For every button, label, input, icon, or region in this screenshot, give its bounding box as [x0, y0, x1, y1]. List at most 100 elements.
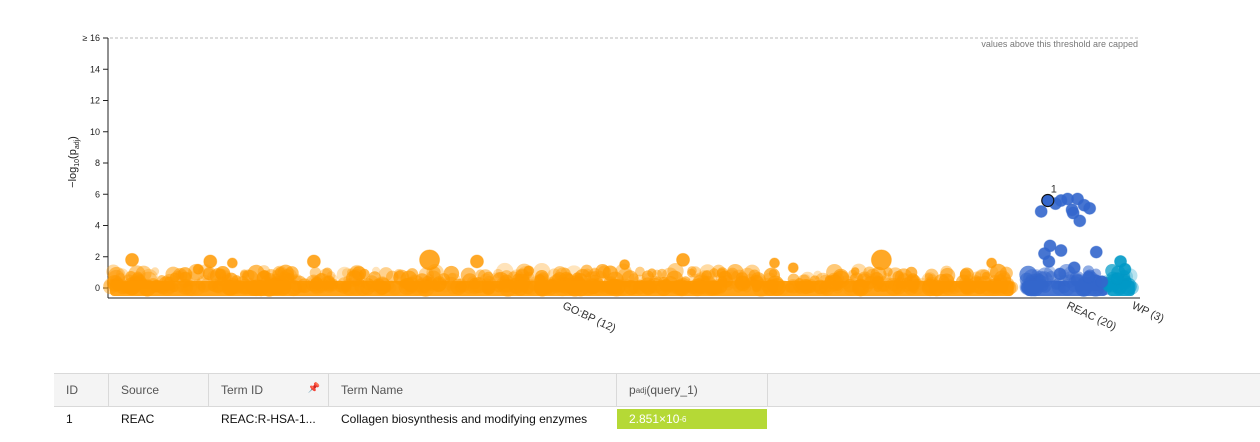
term-dot — [826, 263, 843, 281]
y-tick-label: 4 — [95, 221, 100, 231]
term-dot[interactable] — [1083, 201, 1097, 215]
term-dot — [924, 268, 939, 283]
y-axis-label: −log10(padj) — [67, 136, 81, 188]
padj-mantissa: 2.851×10 — [629, 412, 680, 426]
term-dot[interactable] — [469, 254, 484, 269]
term-dot — [981, 271, 991, 280]
term-dot[interactable] — [523, 265, 535, 277]
term-dot — [336, 266, 353, 283]
highlighted-term-dot[interactable] — [1041, 193, 1055, 208]
term-dot — [687, 266, 697, 276]
padj-value-box: 2.851×10 -6 — [617, 409, 767, 429]
row-term-name: Collagen biosynthesis and modifying enzy… — [341, 412, 588, 426]
term-dot — [1045, 271, 1057, 283]
term-dot — [629, 273, 639, 283]
term-dot — [580, 264, 593, 278]
svg-text:−log10(padj): −log10(padj) — [67, 136, 81, 188]
padj-exponent: -6 — [679, 414, 687, 424]
source-band — [1107, 280, 1135, 296]
term-dot[interactable] — [306, 254, 321, 269]
header-term-name[interactable]: Term Name — [329, 374, 617, 406]
term-dot — [448, 272, 457, 282]
term-dot — [106, 264, 121, 279]
source-band — [110, 280, 1014, 296]
row-id: 1 — [66, 412, 73, 426]
term-dot — [277, 264, 294, 282]
table-header: ID Source Term ID 📌 Term Name p adj (quer… — [54, 374, 1260, 407]
term-dot — [709, 268, 719, 278]
term-dot[interactable] — [1042, 254, 1056, 268]
term-dot[interactable] — [787, 262, 799, 274]
term-dot[interactable] — [1073, 214, 1087, 228]
term-dot[interactable] — [1110, 272, 1124, 286]
term-dot[interactable] — [1053, 267, 1067, 281]
term-dot[interactable] — [203, 254, 218, 269]
term-dot[interactable] — [1118, 262, 1132, 276]
term-dot[interactable] — [1054, 244, 1068, 257]
row-padj: 2.851×10 -6 — [617, 407, 768, 431]
term-dot[interactable] — [1082, 270, 1096, 284]
y-tick-label: 14 — [90, 64, 100, 74]
term-dot — [165, 266, 181, 283]
term-dot[interactable] — [1095, 275, 1109, 289]
term-dot — [547, 268, 561, 282]
term-dot — [359, 268, 370, 280]
term-dot — [425, 274, 435, 283]
data-points: 1 — [125, 184, 1132, 289]
term-dot[interactable] — [619, 259, 631, 271]
term-dot — [202, 268, 215, 281]
term-dot — [326, 271, 336, 281]
term-dot[interactable] — [1066, 206, 1080, 220]
term-dot — [108, 266, 124, 283]
term-dot — [657, 268, 667, 279]
term-dot — [221, 272, 233, 284]
term-dot — [1019, 265, 1038, 284]
header-source[interactable]: Source — [109, 374, 209, 406]
term-dot[interactable] — [1067, 261, 1081, 275]
term-dot — [493, 268, 503, 279]
term-dot[interactable] — [1089, 245, 1103, 259]
term-dot — [151, 267, 160, 276]
term-dot — [560, 267, 571, 278]
term-dot — [940, 265, 953, 279]
source-label: WP (3) — [1130, 300, 1166, 325]
header-padj-p: p — [629, 383, 636, 397]
y-tick-label: 10 — [90, 127, 100, 137]
term-dot — [745, 273, 755, 283]
header-term-id[interactable]: Term ID 📌 — [209, 374, 329, 406]
term-dot — [207, 270, 221, 284]
table-row[interactable]: 1 REAC REAC:R-HSA-1... Collagen biosynth… — [54, 407, 1260, 431]
term-dot[interactable] — [1034, 204, 1048, 218]
cap-threshold-note: values above this threshold are capped — [981, 39, 1138, 49]
y-tick-label: 8 — [95, 158, 100, 168]
highlighted-term-label: 1 — [1051, 184, 1057, 196]
source-label: REAC (20) — [1065, 300, 1118, 333]
term-dot[interactable] — [768, 257, 780, 269]
header-padj[interactable]: p adj (query_1) — [617, 374, 768, 406]
header-id[interactable]: ID — [54, 374, 109, 406]
term-dot — [552, 266, 567, 281]
y-tick-label: 12 — [90, 96, 100, 106]
term-dot[interactable] — [125, 252, 140, 267]
term-dot[interactable] — [226, 257, 238, 269]
term-dot[interactable] — [192, 263, 204, 275]
term-dot[interactable] — [419, 249, 441, 271]
header-padj-query: (query_1) — [646, 383, 698, 397]
term-dot — [641, 270, 654, 283]
term-dot — [482, 271, 494, 283]
pin-icon[interactable]: 📌 — [307, 383, 320, 394]
manhattan-plot: 0 2 4 6 8 10 12 14 ≥ 16 values above this thresh… — [67, 33, 1166, 335]
term-dot — [851, 267, 860, 276]
term-dot[interactable] — [676, 252, 691, 267]
term-dot[interactable] — [870, 249, 892, 271]
term-dot — [177, 267, 193, 282]
y-tick-label: 0 — [95, 283, 100, 293]
term-dot — [651, 269, 663, 280]
source-band — [1024, 280, 1108, 296]
background-dots — [102, 262, 1139, 297]
term-dot[interactable] — [986, 257, 998, 269]
header-padj-sub: adj — [635, 385, 647, 395]
header-term-id-label: Term ID — [221, 383, 263, 397]
y-tick-label: 6 — [95, 189, 100, 199]
row-term-id[interactable]: REAC:R-HSA-1... — [221, 412, 316, 426]
